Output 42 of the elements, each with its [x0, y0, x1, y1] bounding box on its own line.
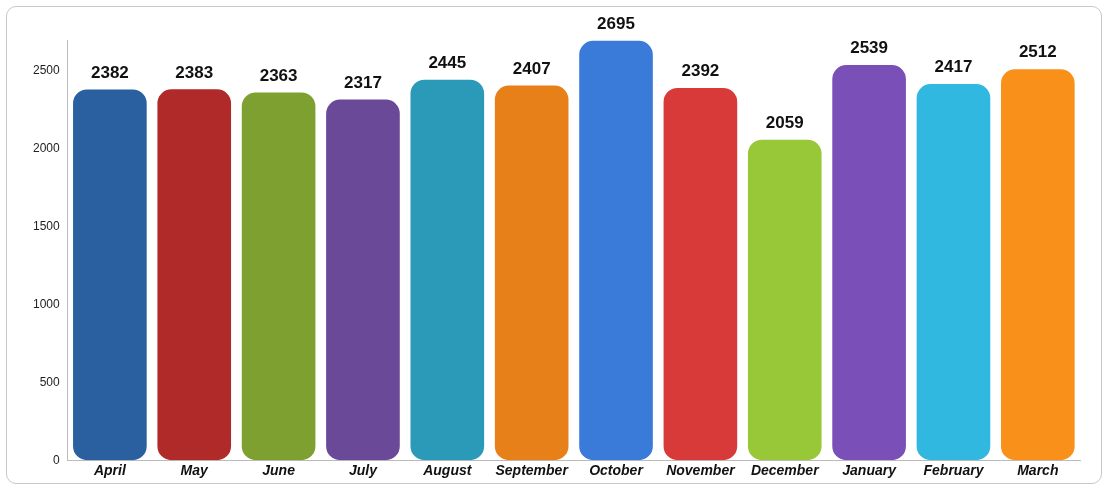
bar	[326, 99, 400, 461]
data-label: 2417	[934, 57, 973, 77]
y-tick-label: 1000	[32, 296, 61, 311]
x-tick-label: January	[842, 462, 898, 479]
data-label: 2363	[259, 65, 298, 85]
x-tick-label: April	[92, 462, 127, 479]
data-label: 2445	[428, 52, 467, 72]
x-tick-label: August	[422, 462, 473, 479]
x-tick-label: December	[750, 462, 821, 479]
x-tick-label: September	[495, 462, 570, 479]
data-label: 2539	[850, 38, 889, 58]
x-tick-label: February	[923, 462, 985, 479]
x-tick-label: November	[666, 462, 737, 479]
data-label: 2059	[765, 112, 804, 132]
x-tick-label: July	[348, 462, 379, 479]
bar	[579, 40, 653, 461]
x-tick-label: May	[180, 462, 210, 479]
bar	[916, 84, 991, 461]
bar	[663, 87, 738, 461]
bar	[747, 139, 822, 461]
bar	[157, 89, 232, 461]
y-tick-label: 0	[53, 452, 61, 467]
bar	[832, 65, 906, 461]
data-label: 2695	[597, 13, 635, 33]
y-tick-label: 2500	[32, 63, 61, 78]
y-tick-label: 500	[39, 374, 61, 389]
y-tick-label: 2000	[32, 141, 61, 156]
bar	[1001, 69, 1075, 461]
data-label: 2383	[175, 62, 214, 82]
data-label: 2512	[1018, 42, 1057, 62]
y-tick-label: 1500	[32, 219, 61, 234]
bar	[494, 85, 569, 461]
x-tick-label: June	[262, 462, 296, 479]
x-tick-label: October	[589, 462, 645, 479]
data-label: 2382	[90, 62, 129, 82]
x-tick-label: March	[1017, 462, 1059, 479]
bar	[241, 92, 316, 461]
bar	[73, 89, 147, 461]
data-label: 2317	[344, 72, 382, 92]
data-label: 2407	[512, 58, 551, 78]
bar	[410, 79, 485, 461]
data-label: 2392	[681, 61, 720, 81]
